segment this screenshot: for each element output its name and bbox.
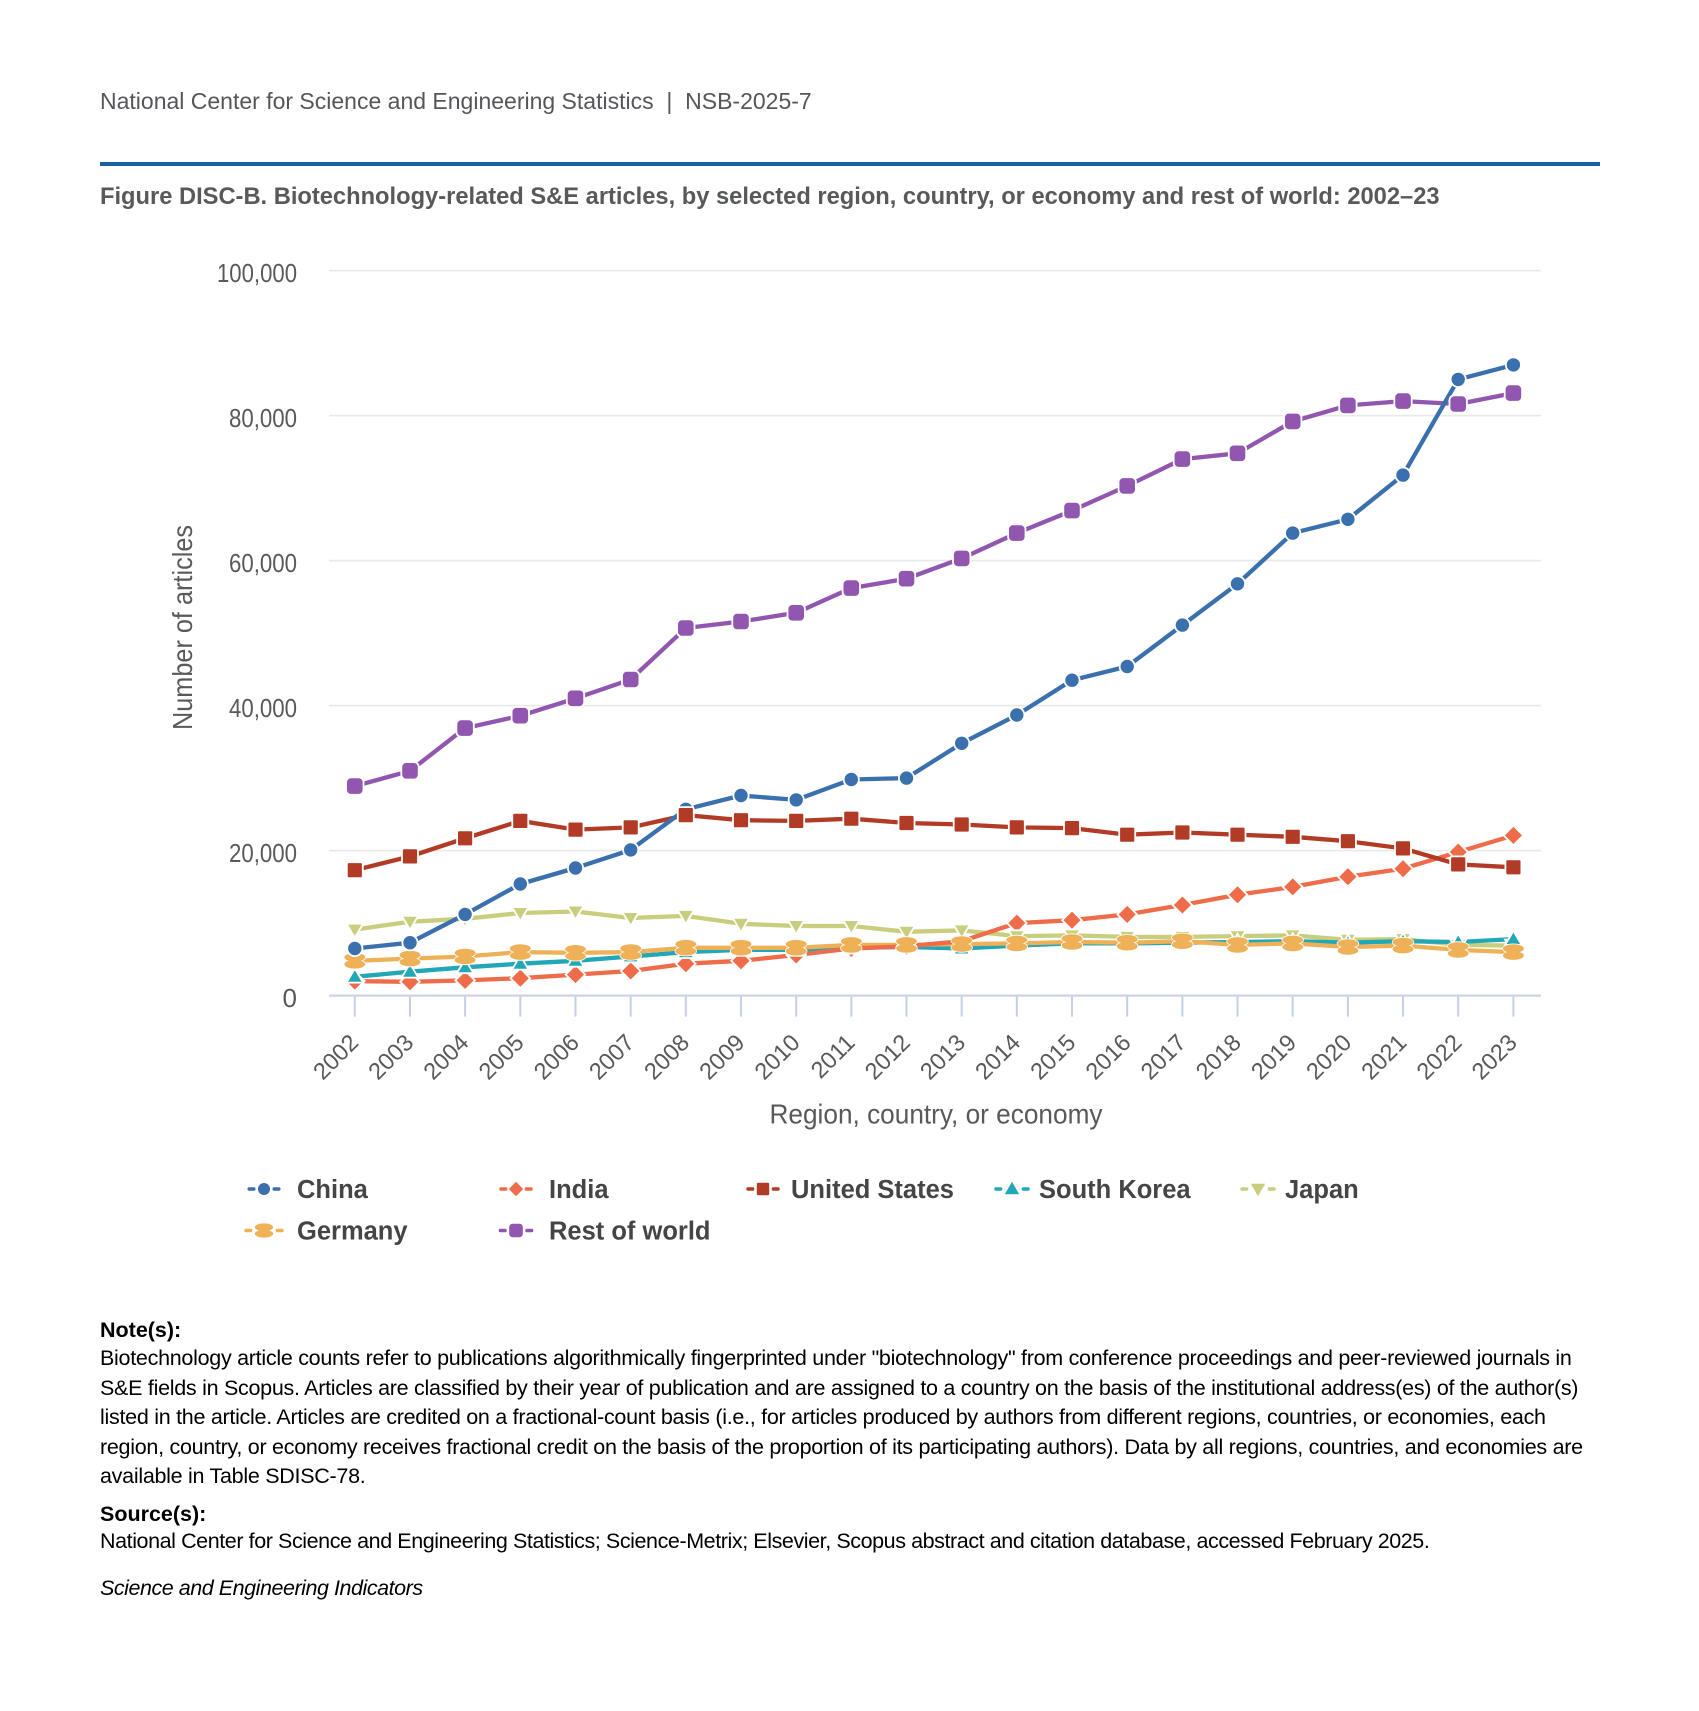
svg-text:60,000: 60,000 bbox=[229, 548, 297, 578]
svg-text:2021: 2021 bbox=[1356, 1029, 1411, 1084]
svg-text:Rest of world: Rest of world bbox=[549, 1218, 711, 1246]
svg-text:2003: 2003 bbox=[363, 1029, 418, 1084]
svg-text:South Korea: South Korea bbox=[1039, 1176, 1191, 1204]
svg-text:40,000: 40,000 bbox=[229, 693, 297, 723]
svg-text:2008: 2008 bbox=[639, 1029, 694, 1084]
svg-text:Germany: Germany bbox=[297, 1218, 408, 1246]
svg-text:Japan: Japan bbox=[1285, 1176, 1359, 1204]
svg-text:United States: United States bbox=[791, 1176, 954, 1204]
svg-text:2011: 2011 bbox=[806, 1029, 860, 1083]
svg-text:2005: 2005 bbox=[473, 1029, 528, 1084]
svg-text:2019: 2019 bbox=[1246, 1029, 1301, 1084]
svg-text:20,000: 20,000 bbox=[229, 838, 297, 868]
svg-text:2018: 2018 bbox=[1191, 1029, 1246, 1084]
svg-text:Region, country, or economy: Region, country, or economy bbox=[770, 1099, 1103, 1130]
svg-text:2012: 2012 bbox=[860, 1029, 915, 1084]
svg-text:2002: 2002 bbox=[308, 1029, 363, 1084]
svg-text:2015: 2015 bbox=[1025, 1029, 1080, 1084]
svg-text:2017: 2017 bbox=[1136, 1029, 1191, 1084]
svg-text:100,000: 100,000 bbox=[217, 258, 297, 288]
svg-text:2010: 2010 bbox=[749, 1029, 804, 1084]
svg-text:2022: 2022 bbox=[1411, 1029, 1466, 1084]
svg-text:2007: 2007 bbox=[584, 1029, 639, 1084]
svg-text:2006: 2006 bbox=[529, 1029, 584, 1084]
svg-text:0: 0 bbox=[283, 983, 297, 1013]
svg-text:2004: 2004 bbox=[418, 1029, 473, 1084]
svg-text:2016: 2016 bbox=[1080, 1029, 1135, 1084]
svg-text:Number of articles: Number of articles bbox=[167, 525, 198, 730]
svg-text:80,000: 80,000 bbox=[229, 403, 297, 433]
svg-text:China: China bbox=[297, 1176, 369, 1204]
svg-text:2013: 2013 bbox=[915, 1029, 970, 1084]
svg-text:2020: 2020 bbox=[1301, 1029, 1356, 1084]
svg-text:2023: 2023 bbox=[1467, 1029, 1522, 1084]
svg-text:India: India bbox=[549, 1176, 609, 1204]
svg-text:2009: 2009 bbox=[694, 1029, 749, 1084]
svg-text:2014: 2014 bbox=[970, 1029, 1025, 1084]
